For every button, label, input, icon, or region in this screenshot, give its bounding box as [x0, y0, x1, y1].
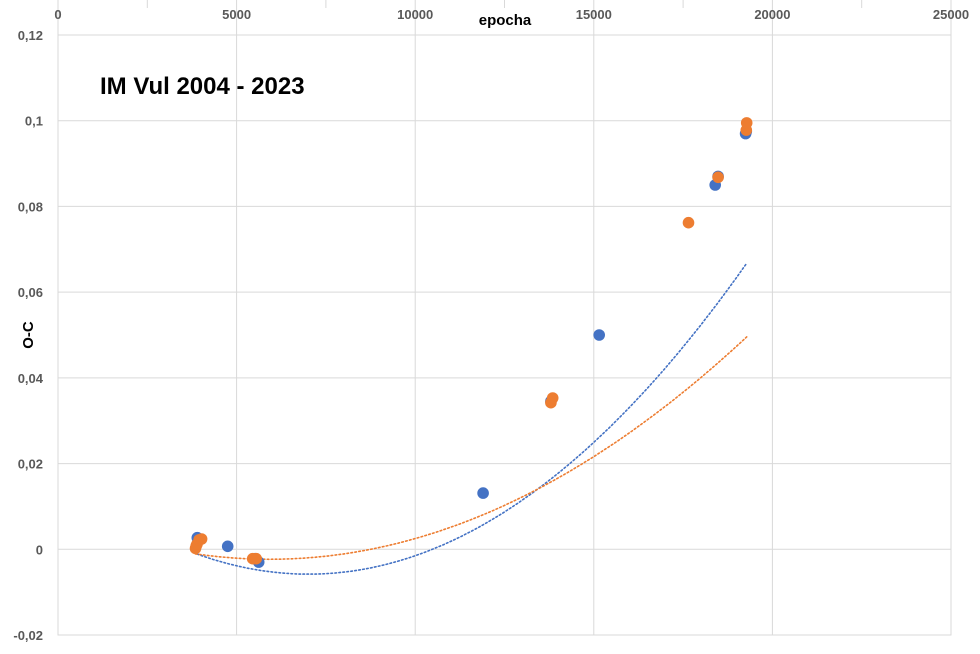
- data-point-series-2: [682, 216, 695, 229]
- y-tick-label: 0,02: [18, 457, 43, 472]
- x-tick-label: 25000: [933, 7, 969, 22]
- y-tick-label: 0,1: [25, 114, 43, 129]
- data-point-series-2: [250, 552, 262, 565]
- y-axis-ticks: -0,02 0 0,02 0,04 0,06 0,08 0,1 0,12: [13, 28, 43, 643]
- data-point-series-2: [712, 171, 724, 184]
- y-tick-label: 0,12: [18, 28, 43, 43]
- x-tick-label: 0: [54, 7, 61, 22]
- y-tick-label: 0,04: [18, 371, 44, 386]
- x-axis-title: epocha: [479, 12, 532, 29]
- y-tick-label: 0,08: [18, 199, 43, 214]
- data-point-series-2: [546, 392, 559, 404]
- trendlines: [194, 263, 748, 575]
- x-axis-ticks: 0 5000 10000 15000 20000 25000: [54, 7, 969, 22]
- data-point-series-2: [740, 117, 753, 129]
- y-tick-label: 0,06: [18, 285, 43, 300]
- x-tick-label: 15000: [576, 7, 612, 22]
- trendline-series-1: [196, 263, 748, 575]
- y-axis-title: O-C: [20, 321, 37, 349]
- gridlines: [57, 0, 952, 636]
- x-tick-label: 20000: [754, 7, 790, 22]
- y-tick-label: 0: [36, 542, 43, 557]
- y-tick-label: -0,02: [13, 628, 43, 643]
- chart-title: IM Vul 2004 - 2023: [100, 73, 305, 100]
- data-point-series-2: [195, 533, 208, 545]
- trendline-series-2: [194, 336, 748, 561]
- data-points: [189, 117, 753, 568]
- x-tick-label: 5000: [222, 7, 251, 22]
- x-tick-label: 10000: [397, 7, 433, 22]
- data-point-series-1: [593, 329, 605, 341]
- data-point-series-1: [477, 487, 489, 499]
- data-point-series-1: [221, 540, 234, 553]
